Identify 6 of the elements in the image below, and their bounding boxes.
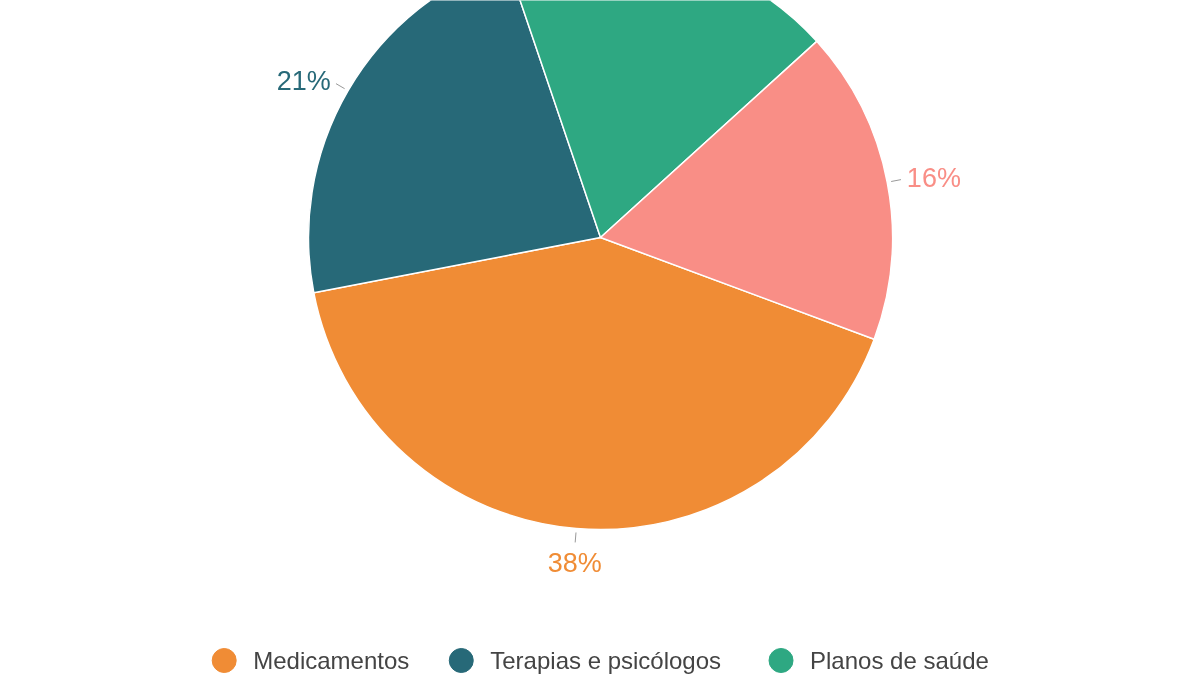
data-label: 21% [276, 65, 331, 96]
legend-label: Planos de saúde [810, 647, 989, 674]
legend-label: Terapias e psicólogos [490, 647, 722, 674]
data-label: 16% [906, 163, 961, 194]
legend-label: Medicamentos [253, 647, 410, 674]
data-label: 38% [547, 548, 602, 579]
